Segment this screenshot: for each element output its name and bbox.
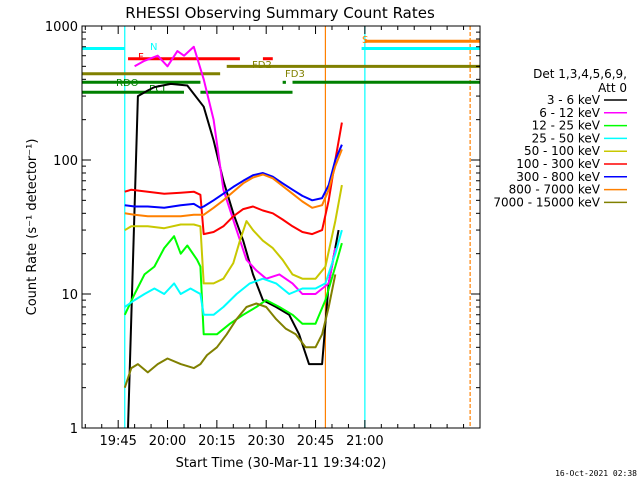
flag-label: FD3 <box>285 69 305 80</box>
series-line-6 <box>124 144 343 209</box>
y-tick-label: 1 <box>70 422 78 437</box>
x-tick-label: 20:15 <box>198 434 235 449</box>
series-line-2 <box>123 235 343 336</box>
legend-entry-label: 7000 - 15000 keV <box>493 195 600 209</box>
legend-entry-label: 3 - 6 keV <box>547 93 601 107</box>
legend-header: Att 0 <box>598 81 627 95</box>
series-line-1 <box>134 45 337 295</box>
flag-label: FD2 <box>252 60 272 71</box>
y-axis-label: Count Rate (s⁻¹ detector⁻¹) <box>25 139 40 316</box>
series-line-5 <box>124 122 343 236</box>
x-tick-label: 20:45 <box>297 434 334 449</box>
plot-frame <box>81 25 481 429</box>
legend-entry-label: 100 - 300 keV <box>516 157 600 171</box>
legend-entry-label: 800 - 7000 keV <box>509 183 601 197</box>
series-line-7 <box>124 149 343 218</box>
chart-title: RHESSI Observing Summary Count Rates <box>125 4 435 22</box>
x-tick-label: 20:30 <box>247 434 284 449</box>
legend-entry-label: 50 - 100 keV <box>524 144 601 158</box>
series-line-4 <box>124 184 343 285</box>
legend-entry-label: 25 - 50 keV <box>532 131 601 145</box>
flag-label: N <box>150 42 157 53</box>
y-tick-label: 1000 <box>45 20 78 35</box>
y-tick-label: 100 <box>53 154 78 169</box>
legend-entry-label: 6 - 12 keV <box>539 106 601 120</box>
y-tick-label: 10 <box>61 288 78 303</box>
legend-entry-label: 300 - 800 keV <box>516 170 600 184</box>
series-line-3 <box>124 229 343 316</box>
flag-label: S <box>362 35 368 46</box>
series-line-8 <box>123 274 337 389</box>
series-line-0 <box>127 82 340 429</box>
legend-entry-label: 12 - 25 keV <box>532 119 601 133</box>
x-axis-label: Start Time (30-Mar-11 19:34:02) <box>176 456 387 471</box>
flag-label: F <box>138 52 144 63</box>
x-tick-label: 20:00 <box>149 434 186 449</box>
flag-label: RDO <box>116 78 139 89</box>
flag-label: ECL <box>149 84 168 95</box>
x-tick-label: 21:00 <box>346 434 383 449</box>
x-tick-label: 19:45 <box>99 434 136 449</box>
legend-header: Det 1,3,4,5,6,9, <box>533 67 627 81</box>
timestamp: 16-Oct-2021 02:38 <box>555 469 637 478</box>
